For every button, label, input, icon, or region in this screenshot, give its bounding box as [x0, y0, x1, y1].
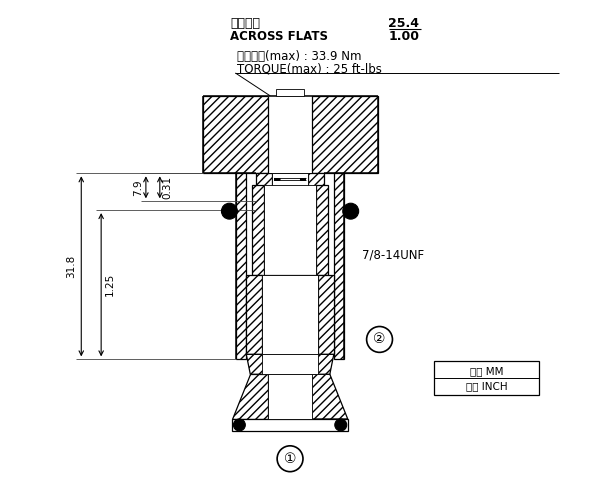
Text: 英寸 INCH: 英寸 INCH — [466, 382, 507, 392]
Bar — [232, 419, 348, 431]
Bar — [434, 361, 539, 395]
Circle shape — [367, 327, 392, 353]
Text: 7/8-14UNF: 7/8-14UNF — [362, 248, 424, 261]
Polygon shape — [316, 185, 328, 275]
Text: 安裝扭矩(max) : 33.9 Nm: 安裝扭矩(max) : 33.9 Nm — [238, 50, 362, 63]
Text: TORQUE(max) : 25 ft-lbs: TORQUE(max) : 25 ft-lbs — [238, 62, 382, 75]
Polygon shape — [264, 275, 316, 320]
Circle shape — [335, 419, 347, 431]
Text: 1.25: 1.25 — [105, 273, 115, 297]
Polygon shape — [334, 173, 344, 359]
Polygon shape — [203, 96, 377, 173]
Circle shape — [233, 419, 245, 431]
Text: 31.8: 31.8 — [67, 255, 76, 278]
Circle shape — [343, 203, 359, 219]
Polygon shape — [247, 355, 268, 374]
Polygon shape — [312, 374, 348, 419]
Text: 0.31: 0.31 — [163, 176, 173, 199]
Bar — [264, 185, 316, 275]
Bar — [262, 355, 318, 374]
Text: ACROSS FLATS: ACROSS FLATS — [230, 29, 328, 43]
Bar — [268, 374, 312, 419]
Polygon shape — [232, 374, 268, 419]
Circle shape — [277, 446, 303, 472]
Polygon shape — [312, 355, 334, 374]
Text: 25.4: 25.4 — [388, 17, 419, 30]
Bar — [272, 173, 308, 210]
Polygon shape — [318, 275, 334, 355]
Bar — [276, 89, 304, 96]
Text: ①: ① — [284, 452, 296, 466]
Text: 毫米 MM: 毫米 MM — [470, 366, 503, 376]
Polygon shape — [252, 185, 264, 275]
Polygon shape — [256, 173, 272, 210]
Bar — [268, 96, 312, 173]
Circle shape — [221, 203, 238, 219]
Text: 7.9: 7.9 — [133, 179, 143, 196]
Polygon shape — [247, 275, 262, 355]
Text: ②: ② — [373, 332, 386, 346]
Polygon shape — [236, 173, 247, 359]
Text: 對邊寬度: 對邊寬度 — [230, 17, 260, 30]
Bar — [262, 275, 318, 355]
Text: 1.00: 1.00 — [388, 29, 419, 43]
Polygon shape — [308, 173, 324, 210]
